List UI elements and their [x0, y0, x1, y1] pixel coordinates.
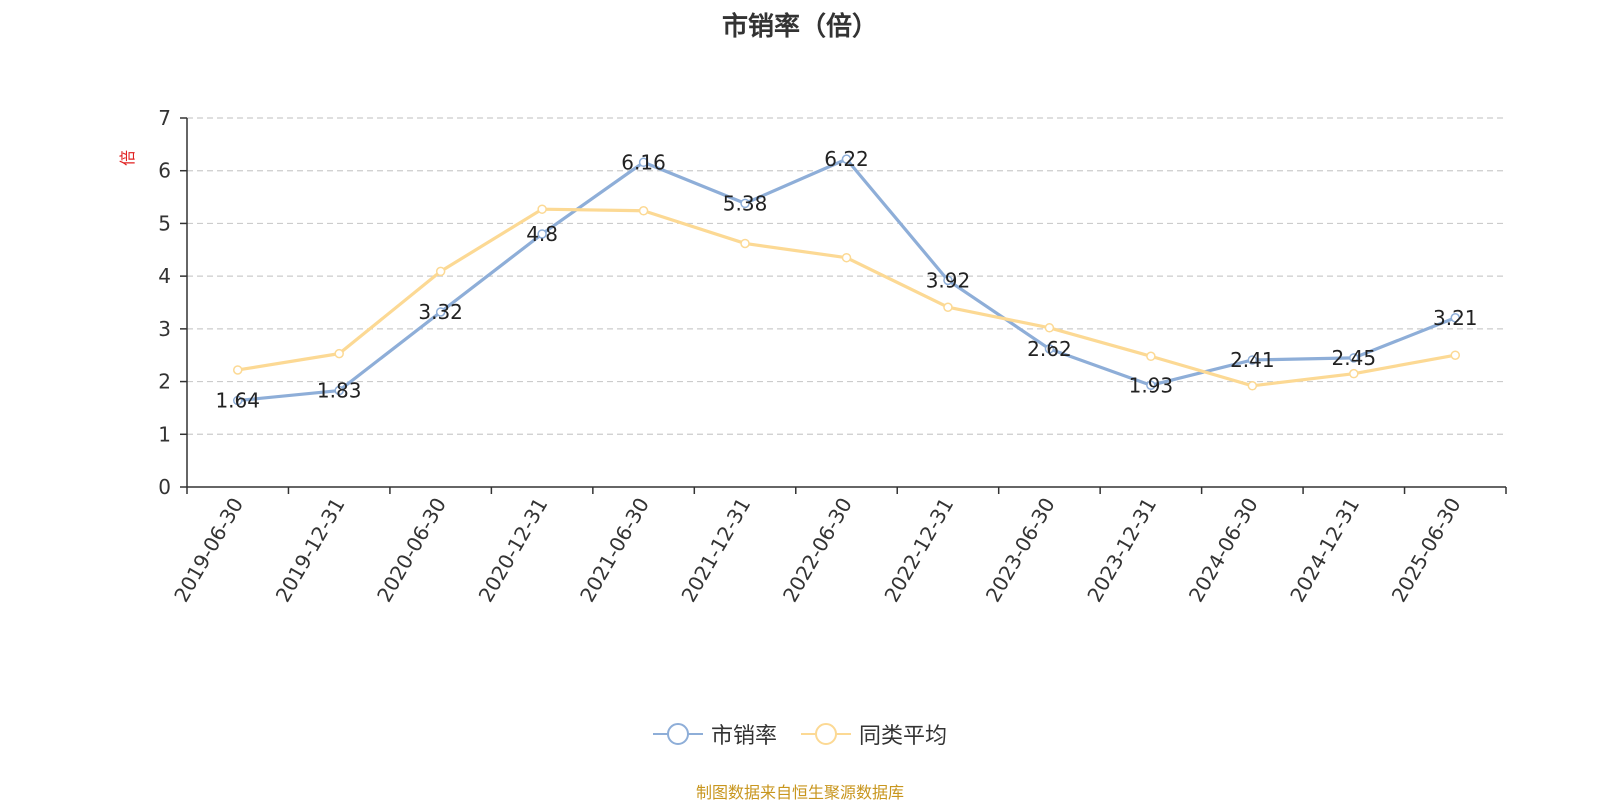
- series-2-point-2025-06-30: [1450, 350, 1461, 360]
- series-points: [232, 154, 1461, 406]
- legend-item-series-1[interactable]: 市销率: [652, 718, 777, 750]
- data-label-2020-06-30: 3.32: [418, 300, 463, 324]
- x-tick-label-2024-06-30: 2024-06-30: [1184, 494, 1263, 607]
- series-2-point-2023-12-31: [1146, 351, 1156, 362]
- series-2-point-2021-12-31: [740, 238, 750, 249]
- x-tick-label-2020-06-30: 2020-06-30: [372, 493, 451, 606]
- series-2-point-2022-12-31: [943, 302, 953, 312]
- y-tick-label-2: 2: [158, 370, 171, 394]
- legend-swatch-series-1: [652, 722, 703, 746]
- series-1-point-2024-06-30: [1247, 355, 1258, 365]
- series-1-point-2022-12-31: [943, 275, 953, 286]
- y-tick-label-4: 4: [158, 264, 171, 288]
- legend-swatch-series-2: [801, 722, 851, 746]
- series-2-point-2023-06-30: [1044, 323, 1055, 333]
- data-label-2022-12-31: 3.92: [926, 268, 971, 292]
- legend-label-series-1: 市销率: [710, 724, 777, 749]
- series-2-point-2024-12-31: [1349, 368, 1359, 379]
- series-1-point-2021-06-30: [638, 157, 649, 168]
- x-tick-label-2021-06-30: 2021-06-30: [575, 494, 654, 607]
- series-2-point-2024-06-30: [1247, 381, 1258, 391]
- series-1-point-2019-06-30: [232, 395, 243, 406]
- series-2-point-2022-06-30: [841, 252, 852, 263]
- series-1-point-2021-12-31: [740, 198, 750, 209]
- x-tick-label-2023-12-31: 2023-12-31: [1082, 494, 1161, 607]
- y-tick-label-0: 0: [158, 475, 171, 499]
- data-labels: 1.64 1.83 3.32 4.8 6.16 5.38 6.22 3.92 2.62 1.93 2…: [215, 147, 1477, 412]
- series-1-point-2020-06-30: [435, 307, 446, 317]
- legend: 市销率 同类平均: [0, 718, 1600, 750]
- x-tick-label-2019-12-31: 2019-12-31: [271, 494, 350, 607]
- series-2-point-2019-06-30: [232, 365, 243, 375]
- axes: [180, 117, 1507, 494]
- y-tick-label-5: 5: [158, 211, 171, 235]
- series-1-point-2025-06-30: [1450, 313, 1461, 323]
- y-axis-label: 倍: [118, 150, 137, 166]
- x-tick-label-2023-06-30: 2023-06-30: [981, 494, 1060, 607]
- series-1-point-2020-12-31: [537, 229, 547, 239]
- data-label-2023-06-30: 2.62: [1027, 337, 1072, 361]
- x-tick-labels: 2019-06-30 2019-12-31 2020-06-30 2020-12-31…: [169, 493, 1465, 606]
- series-2-point-2021-06-30: [638, 206, 649, 216]
- legend-label-series-2: 同类平均: [859, 724, 948, 749]
- y-tick-label-3: 3: [158, 317, 171, 341]
- y-tick-label-1: 1: [158, 422, 171, 446]
- x-tick-label-2022-12-31: 2022-12-31: [879, 494, 958, 607]
- chart-title: 市销率（倍）: [721, 12, 878, 42]
- x-tick-label-2019-06-30: 2019-06-30: [169, 494, 248, 607]
- y-tick-labels: 0 1 2 3 4 5 6 7: [158, 106, 171, 499]
- x-tick-label-2022-06-30: 2022-06-30: [778, 494, 857, 607]
- series-1-point-2024-12-31: [1349, 353, 1359, 363]
- series-1-point-2022-06-30: [841, 154, 852, 164]
- series-2-point-2019-12-31: [334, 348, 344, 359]
- series-1-point-2019-12-31: [334, 385, 344, 396]
- legend-item-series-2[interactable]: 同类平均: [801, 718, 947, 750]
- data-source-note: 制图数据来自恒生聚源数据库: [695, 783, 904, 802]
- x-tick-label-2025-06-30: 2025-06-30: [1387, 494, 1466, 607]
- series-2-point-2020-12-31: [537, 204, 547, 214]
- data-label-2024-12-31: 2.45: [1332, 346, 1377, 370]
- data-label-2019-12-31: 1.83: [317, 379, 362, 403]
- data-label-2025-06-30: 3.21: [1433, 306, 1478, 330]
- data-label-2021-12-31: 5.38: [723, 191, 768, 215]
- data-label-2023-12-31: 1.93: [1129, 373, 1174, 397]
- series-2-point-2020-06-30: [435, 266, 446, 277]
- x-tick-label-2021-12-31: 2021-12-31: [676, 494, 755, 607]
- data-label-2019-06-30: 1.64: [215, 389, 260, 413]
- y-tick-label-7: 7: [158, 106, 171, 130]
- x-tick-label-2020-12-31: 2020-12-31: [474, 494, 553, 607]
- data-label-2022-06-30: 6.22: [824, 147, 869, 171]
- series-1-point-2023-06-30: [1044, 344, 1055, 354]
- data-label-2021-06-30: 6.16: [621, 150, 666, 174]
- x-tick-label-2024-12-31: 2024-12-31: [1285, 494, 1364, 607]
- y-tick-label-6: 6: [158, 159, 171, 183]
- data-label-2024-06-30: 2.41: [1230, 348, 1275, 372]
- series-1-point-2023-12-31: [1146, 380, 1156, 391]
- data-label-2020-12-31: 4.8: [526, 222, 558, 246]
